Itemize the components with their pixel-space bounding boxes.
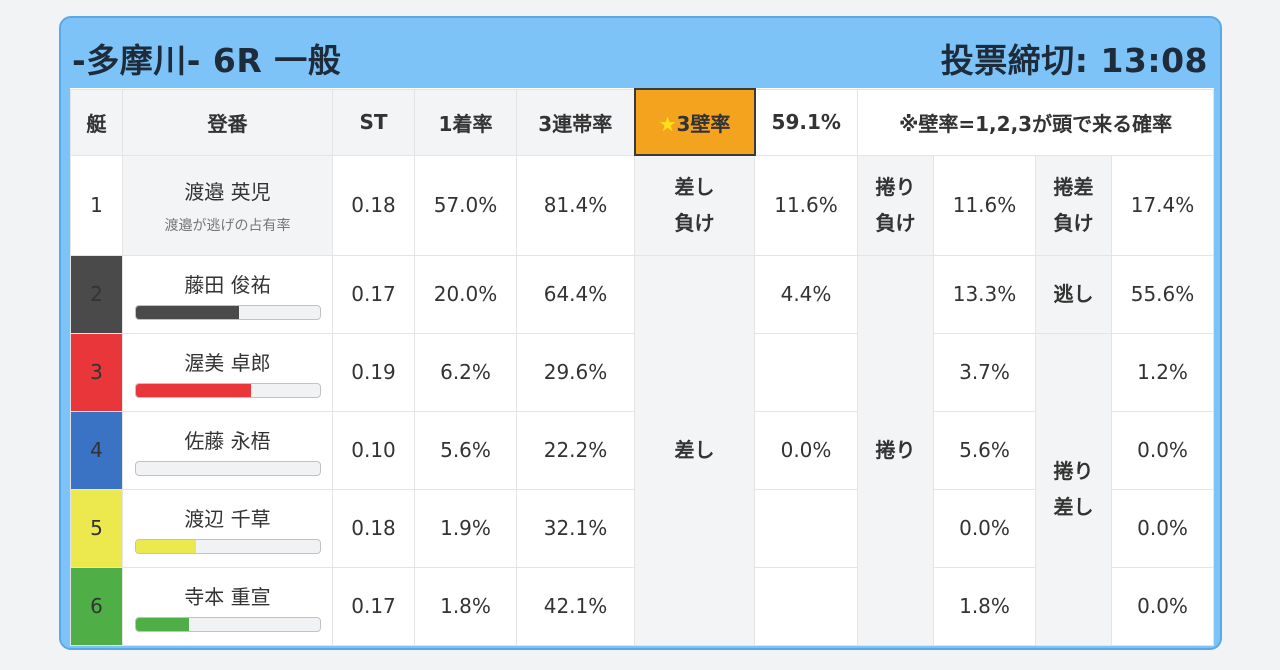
makuri-label: 捲り [857, 254, 934, 646]
col-lane: 艇 [70, 88, 123, 156]
sashi-make-label: 差し 負け [634, 154, 755, 256]
makuri-make-label: 捲り 負け [857, 154, 934, 256]
table-row: 4 佐藤 永梧 0.10 5.6% 22.2% 0.0% 5.6% 0.0% [70, 410, 1215, 490]
race-title: -多摩川- 6R 一般 [72, 41, 342, 80]
racer-name[interactable]: 渥美 卓郎 [184, 350, 271, 375]
racer-cell: 渡辺 千草 [122, 488, 333, 568]
escape-rate-bar [134, 616, 321, 632]
makuri-value: 1.8% [933, 566, 1036, 646]
wall-rate-note: ※壁率=1,2,3が頭で来る確率 [856, 88, 1215, 156]
escape-rate-fill [135, 539, 197, 553]
makuri-value: 3.7% [933, 332, 1036, 412]
escape-rate-fill [135, 305, 239, 319]
escape-rate-fill [135, 383, 252, 397]
top3-rate-value: 29.6% [516, 332, 635, 412]
st-value: 0.18 [332, 488, 415, 568]
makurizashi-make-value: 17.4% [1110, 154, 1215, 256]
col-name: 登番 [122, 88, 333, 156]
nige-label: 逃し [1035, 254, 1112, 334]
makurizashi-value: 0.0% [1110, 410, 1215, 490]
top3-rate-value: 81.4% [516, 154, 635, 256]
racer-cell: 藤田 俊祐 [122, 254, 333, 334]
lane-number: 2 [70, 254, 123, 334]
sashi-value: 0.0% [754, 410, 858, 490]
lane-number: 1 [70, 154, 123, 256]
first-rate-value: 20.0% [414, 254, 517, 334]
makurizashi-value: 0.0% [1110, 566, 1215, 646]
col-first-rate: 1着率 [414, 88, 517, 156]
st-value: 0.17 [332, 566, 415, 646]
lane-number: 3 [70, 332, 123, 412]
makurizashi-label: 捲り 差し [1035, 332, 1112, 646]
sashi-value: 4.4% [754, 254, 858, 334]
table-row: 1 渡邉 英児 渡邉が逃げの占有率 0.18 57.0% 81.4% 差し 負け … [70, 154, 1215, 256]
table-row: 3 渥美 卓郎 0.19 6.2% 29.6% 3.7% 捲り 差し 1.2% [70, 332, 1215, 646]
makurizashi-value: 1.2% [1110, 332, 1215, 412]
escape-rate-bar [134, 304, 321, 320]
racer-name[interactable]: 渡邉 英児 [184, 179, 271, 204]
first-rate-value: 1.9% [414, 488, 517, 568]
lane-number: 6 [70, 566, 123, 646]
escape-rate-bar [134, 382, 321, 398]
racer-sub-note: 渡邉が逃げの占有率 [164, 217, 291, 234]
top3-rate-value: 42.1% [516, 566, 635, 646]
escape-rate-bar [134, 460, 321, 476]
st-value: 0.17 [332, 254, 415, 334]
first-rate-value: 1.8% [414, 566, 517, 646]
table-row: 2 藤田 俊祐 0.17 20.0% 64.4% 差し 4.4% 捲り 13.3… [70, 254, 1215, 646]
nige-value: 55.6% [1110, 254, 1215, 334]
first-rate-value: 5.6% [414, 410, 517, 490]
race-card: -多摩川- 6R 一般 投票締切: 13:08 艇 登番 ST 1着率 3連帯率… [59, 16, 1222, 650]
racer-cell: 渡邉 英児 渡邉が逃げの占有率 [122, 154, 333, 256]
makuri-make-value: 11.6% [933, 154, 1036, 256]
sashi-value [754, 566, 858, 646]
first-rate-value: 57.0% [414, 154, 517, 256]
makurizashi-make-label: 捲差 負け [1035, 154, 1112, 256]
first-rate-value: 6.2% [414, 332, 517, 412]
makuri-value: 13.3% [933, 254, 1036, 334]
escape-rate-fill [135, 617, 189, 631]
sashi-value [754, 488, 858, 568]
col-top3-rate: 3連帯率 [516, 88, 635, 156]
sashi-value [754, 332, 858, 412]
racer-name[interactable]: 佐藤 永梧 [184, 428, 271, 453]
racer-cell: 佐藤 永梧 [122, 410, 333, 490]
table-row: 6 寺本 重宣 0.17 1.8% 42.1% 1.8% 0.0% [70, 566, 1215, 646]
race-table: 艇 登番 ST 1着率 3連帯率 ★3壁率 59.1% ※壁率=1,2,3が頭で… [70, 88, 1215, 646]
makuri-value: 5.6% [933, 410, 1036, 490]
table-header-row: 艇 登番 ST 1着率 3連帯率 ★3壁率 59.1% ※壁率=1,2,3が頭で… [70, 88, 1215, 156]
wall-rate-value: 59.1% [754, 88, 858, 156]
makurizashi-value: 0.0% [1110, 488, 1215, 568]
vote-deadline: 投票締切: 13:08 [940, 41, 1208, 80]
racer-name[interactable]: 藤田 俊祐 [184, 272, 271, 297]
top3-rate-value: 32.1% [516, 488, 635, 568]
st-value: 0.18 [332, 154, 415, 256]
lane-number: 4 [70, 410, 123, 490]
racer-name[interactable]: 渡辺 千草 [184, 506, 271, 531]
top3-rate-value: 64.4% [516, 254, 635, 334]
wall-rate-label: 3壁率 [676, 111, 731, 136]
st-value: 0.10 [332, 410, 415, 490]
col-st: ST [332, 88, 415, 156]
makuri-value: 0.0% [933, 488, 1036, 568]
racer-name[interactable]: 寺本 重宣 [184, 584, 271, 609]
top3-rate-value: 22.2% [516, 410, 635, 490]
escape-rate-bar [134, 538, 321, 554]
wall-rate-header[interactable]: ★3壁率 [633, 88, 756, 156]
st-value: 0.19 [332, 332, 415, 412]
racer-cell: 寺本 重宣 [122, 566, 333, 646]
sashi-label: 差し [634, 254, 755, 646]
sashi-make-value: 11.6% [754, 154, 858, 256]
race-header: -多摩川- 6R 一般 投票締切: 13:08 [61, 18, 1220, 88]
lane-number: 5 [70, 488, 123, 568]
star-icon: ★ [658, 111, 677, 136]
racer-cell: 渥美 卓郎 [122, 332, 333, 412]
